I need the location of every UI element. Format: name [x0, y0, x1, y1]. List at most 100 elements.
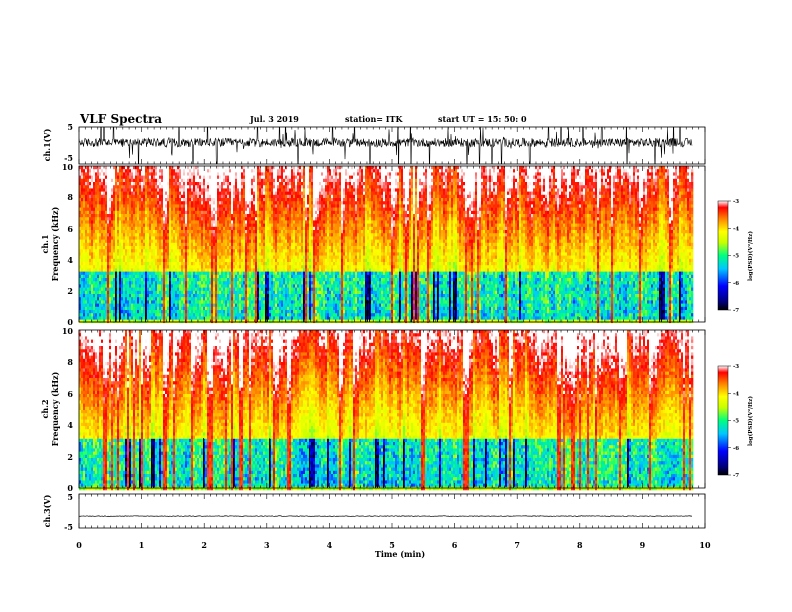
- spectrogram-cell: [205, 297, 208, 301]
- spectrogram-cell: [249, 220, 252, 224]
- spectrogram-cell: [199, 262, 202, 266]
- spectrogram-cell: [269, 194, 272, 199]
- spectrogram-cell: [117, 204, 120, 208]
- spectrogram-cell: [229, 207, 232, 212]
- spectrogram-cell: [213, 191, 216, 196]
- spectrogram-cell: [113, 316, 116, 320]
- spectrogram-cell: [209, 252, 212, 256]
- spectrogram-cell: [167, 210, 170, 215]
- spectrogram-cell: [151, 226, 154, 231]
- spectrogram-cell: [227, 284, 230, 288]
- spectrogram-cell: [85, 310, 88, 314]
- spectrogram-cell: [105, 303, 108, 308]
- spectrogram-cell: [187, 233, 190, 237]
- spectrogram-cell: [175, 236, 178, 240]
- spectrogram-cell: [151, 223, 154, 228]
- spectrogram-cell: [165, 191, 168, 196]
- spectrogram-cell: [163, 242, 166, 247]
- spectrogram-cell: [87, 252, 90, 256]
- spectrogram-cell: [263, 201, 266, 205]
- spectrogram-cell: [151, 252, 154, 256]
- spectrogram-cell: [95, 252, 98, 256]
- spectrogram-cell: [269, 278, 272, 282]
- spectrogram-cell: [117, 233, 120, 237]
- spectrogram-cell: [197, 175, 200, 180]
- spectrogram-cell: [239, 258, 242, 263]
- spectrogram-cell: [231, 255, 234, 260]
- spectrogram-cell: [93, 239, 96, 244]
- spectrogram-cell: [173, 246, 176, 250]
- spectrogram-cell: [155, 313, 158, 317]
- spectrogram-cell: [97, 226, 100, 231]
- spectrogram-cell: [245, 188, 248, 192]
- spectrogram-cell: [261, 297, 264, 301]
- spectrogram-cell: [183, 262, 186, 266]
- spectrogram-cell: [247, 310, 250, 314]
- spectrogram-cell: [271, 287, 274, 292]
- spectrogram-cell: [85, 198, 88, 202]
- spectrogram-cell: [229, 226, 232, 231]
- spectrogram-cell: [265, 214, 268, 218]
- spectrogram-cell: [205, 198, 208, 202]
- spectrogram-cell: [105, 313, 108, 317]
- spectrogram-cell: [107, 313, 110, 317]
- spectrogram-cell: [95, 268, 98, 272]
- spectrogram-cell: [179, 175, 182, 180]
- spectrogram-cell: [87, 236, 90, 240]
- spectrogram-cell: [239, 188, 242, 192]
- spectrogram-cell: [125, 239, 128, 244]
- spectrogram-cell: [191, 271, 194, 276]
- spectrogram-cell: [137, 178, 140, 183]
- spectrogram-cell: [121, 265, 124, 269]
- spectrogram-cell: [141, 297, 144, 301]
- spectrogram-cell: [129, 233, 132, 237]
- spectrogram-cell: [161, 239, 164, 244]
- spectrogram-cell: [117, 252, 120, 256]
- spectrogram-cell: [149, 198, 152, 202]
- spectrogram-cell: [253, 226, 256, 231]
- spectrogram-cell: [99, 252, 102, 256]
- spectrogram-cell: [187, 214, 190, 218]
- spectrogram-cell: [117, 313, 120, 317]
- spectrogram-cell: [215, 313, 218, 317]
- spectrogram-cell: [133, 166, 136, 170]
- spectrogram-cell: [191, 300, 194, 304]
- spectrogram-cell: [175, 306, 178, 311]
- spectrogram-cell: [177, 201, 180, 205]
- spectrogram-cell: [169, 230, 172, 234]
- spectrogram-cell: [113, 226, 116, 231]
- spectrogram-cell: [119, 287, 122, 292]
- spectrogram-cell: [227, 316, 230, 320]
- spectrogram-cell: [121, 290, 124, 295]
- spectrogram-cell: [155, 172, 158, 176]
- spectrogram-cell: [91, 303, 94, 308]
- spectrogram-cell: [261, 306, 264, 311]
- spectrogram-cell: [189, 303, 192, 308]
- spectrogram-cell: [99, 265, 102, 269]
- spectrogram-cell: [193, 297, 196, 301]
- spectrogram-cell: [109, 194, 112, 199]
- spectrogram-cell: [151, 185, 154, 189]
- spectrogram-cell: [149, 303, 152, 308]
- spectrogram-cell: [259, 172, 262, 176]
- spectrogram-cell: [89, 172, 92, 176]
- spectrogram-cell: [259, 310, 262, 314]
- spectrogram-cell: [121, 297, 124, 301]
- spectrogram-cell: [121, 185, 124, 189]
- spectrogram-cell: [245, 290, 248, 295]
- spectrogram-cell: [201, 255, 204, 260]
- spectrogram-cell: [171, 204, 174, 208]
- spectrogram-cell: [247, 300, 250, 304]
- spectrogram-cell: [173, 249, 176, 253]
- spectrogram-cell: [225, 201, 228, 205]
- spectrogram-cell: [223, 242, 226, 247]
- spectrogram-cell: [117, 230, 120, 234]
- spectrogram-cell: [191, 198, 194, 202]
- spectrogram-cell: [221, 223, 224, 228]
- spectrogram-cell: [107, 207, 110, 212]
- spectrogram-cell: [159, 217, 162, 221]
- spectrogram-cell: [263, 185, 266, 189]
- spectrogram-cell: [199, 194, 202, 199]
- spectrogram-cell: [271, 290, 274, 295]
- spectrogram-cell: [209, 214, 212, 218]
